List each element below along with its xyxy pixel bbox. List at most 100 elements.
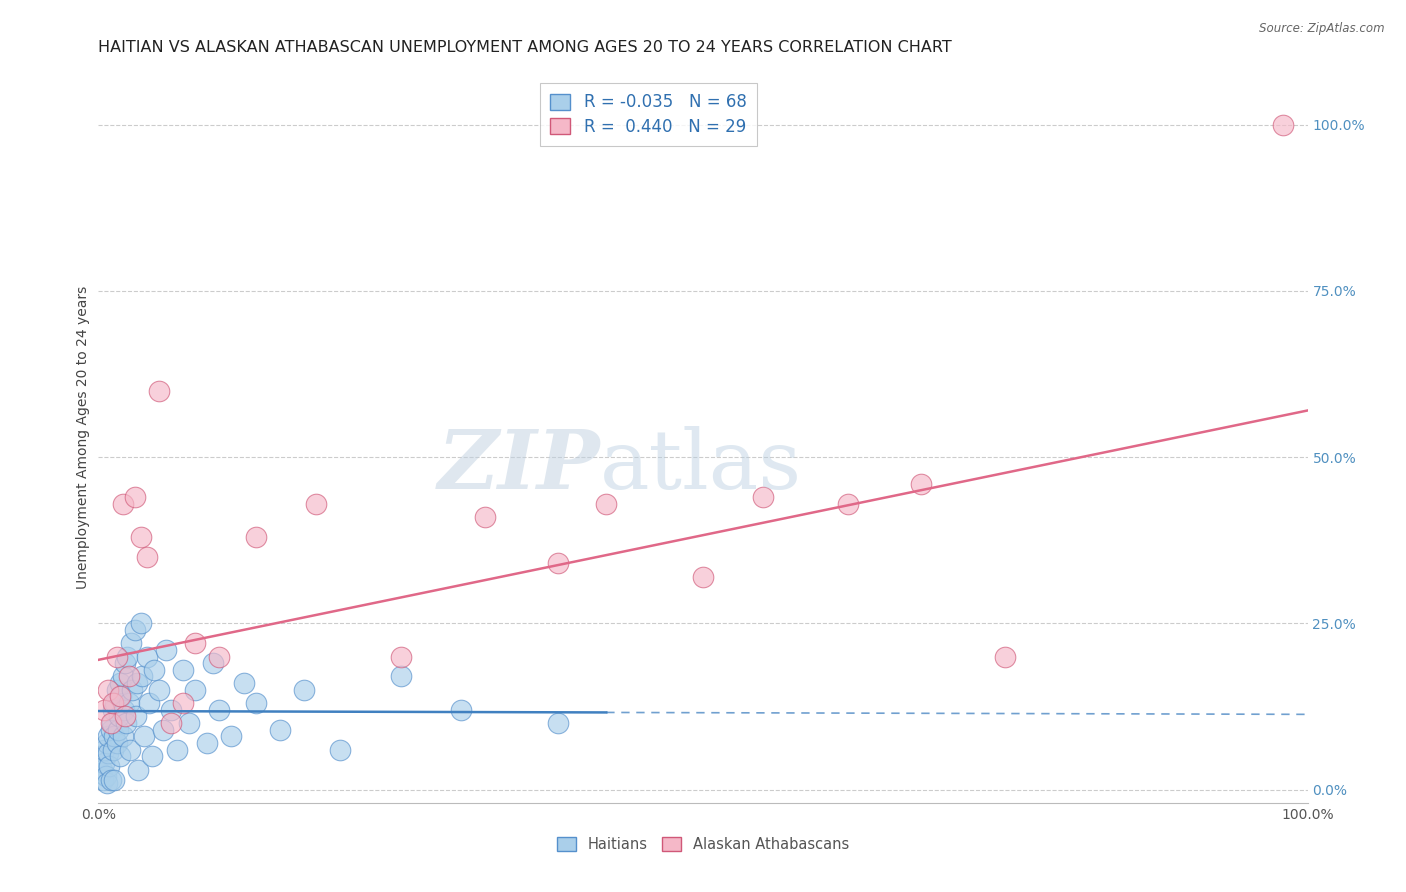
Point	[692, 570, 714, 584]
Point	[202, 656, 225, 670]
Point	[114, 709, 136, 723]
Point	[97, 682, 120, 697]
Point	[121, 682, 143, 697]
Point	[110, 690, 132, 704]
Point	[245, 696, 267, 710]
Y-axis label: Unemployment Among Ages 20 to 24 years: Unemployment Among Ages 20 to 24 years	[76, 285, 90, 589]
Text: HAITIAN VS ALASKAN ATHABASCAN UNEMPLOYMENT AMONG AGES 20 TO 24 YEARS CORRELATION: HAITIAN VS ALASKAN ATHABASCAN UNEMPLOYME…	[98, 40, 952, 55]
Point	[269, 723, 291, 737]
Legend: Haitians, Alaskan Athabascans: Haitians, Alaskan Athabascans	[551, 831, 855, 858]
Point	[195, 736, 218, 750]
Point	[103, 729, 125, 743]
Point	[93, 742, 115, 756]
Point	[389, 649, 412, 664]
Point	[98, 759, 121, 773]
Point	[105, 682, 128, 697]
Point	[131, 669, 153, 683]
Point	[152, 723, 174, 737]
Point	[910, 476, 932, 491]
Point	[547, 557, 569, 571]
Point	[112, 703, 135, 717]
Text: atlas: atlas	[600, 426, 803, 507]
Point	[172, 696, 194, 710]
Point	[129, 616, 152, 631]
Point	[91, 772, 114, 787]
Point	[160, 716, 183, 731]
Point	[120, 636, 142, 650]
Point	[107, 723, 129, 737]
Point	[752, 490, 775, 504]
Point	[108, 749, 131, 764]
Point	[232, 676, 254, 690]
Point	[97, 746, 120, 760]
Point	[141, 749, 163, 764]
Point	[101, 703, 124, 717]
Point	[115, 716, 138, 731]
Point	[474, 509, 496, 524]
Point	[184, 636, 207, 650]
Point	[148, 682, 170, 697]
Point	[111, 497, 134, 511]
Point	[100, 716, 122, 731]
Point	[129, 530, 152, 544]
Point	[134, 729, 156, 743]
Point	[111, 729, 134, 743]
Point	[118, 669, 141, 683]
Point	[93, 703, 115, 717]
Point	[97, 729, 120, 743]
Point	[1272, 118, 1295, 132]
Point	[329, 742, 352, 756]
Point	[117, 649, 139, 664]
Point	[100, 716, 122, 731]
Text: Source: ZipAtlas.com: Source: ZipAtlas.com	[1260, 22, 1385, 36]
Point	[245, 530, 267, 544]
Point	[118, 696, 141, 710]
Point	[127, 763, 149, 777]
Point	[450, 703, 472, 717]
Point	[105, 649, 128, 664]
Point	[100, 723, 122, 737]
Point	[389, 669, 412, 683]
Point	[221, 729, 243, 743]
Point	[91, 763, 114, 777]
Text: ZIP: ZIP	[437, 426, 600, 507]
Point	[108, 676, 131, 690]
Point	[127, 676, 149, 690]
Point	[135, 549, 157, 564]
Point	[94, 769, 117, 783]
Point	[90, 765, 112, 780]
Point	[179, 716, 201, 731]
Point	[118, 742, 141, 756]
Point	[208, 649, 231, 664]
Point	[108, 709, 131, 723]
Point	[155, 643, 177, 657]
Point	[108, 690, 131, 704]
Point	[138, 696, 160, 710]
Point	[125, 709, 148, 723]
Point	[305, 497, 328, 511]
Point	[547, 716, 569, 731]
Point	[111, 669, 134, 683]
Point	[93, 756, 115, 770]
Point	[595, 497, 617, 511]
Point	[172, 663, 194, 677]
Point	[104, 696, 127, 710]
Point	[143, 663, 166, 677]
Point	[87, 749, 110, 764]
Point	[160, 703, 183, 717]
Point	[103, 772, 125, 787]
Point	[114, 656, 136, 670]
Point	[101, 742, 124, 756]
Point	[135, 649, 157, 664]
Point	[166, 742, 188, 756]
Point	[101, 696, 124, 710]
Point	[124, 490, 146, 504]
Point	[292, 682, 315, 697]
Point	[208, 703, 231, 717]
Point	[100, 772, 122, 787]
Point	[994, 649, 1017, 664]
Point	[96, 736, 118, 750]
Point	[124, 623, 146, 637]
Point	[105, 736, 128, 750]
Point	[837, 497, 859, 511]
